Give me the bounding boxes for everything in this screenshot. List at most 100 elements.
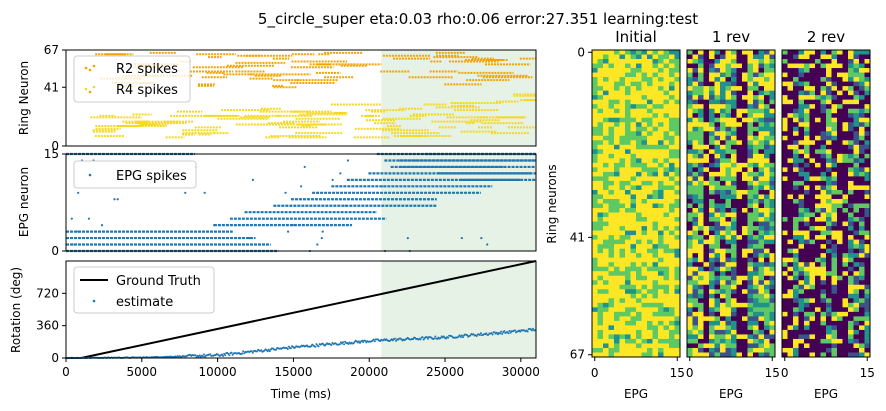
heatmap-cell	[753, 50, 759, 55]
heatmap-cell	[698, 104, 704, 109]
heatmap-cell	[698, 99, 704, 105]
heatmap-cell	[714, 334, 721, 340]
heatmap-cell	[831, 208, 838, 213]
heatmap-cell	[709, 171, 715, 177]
heatmap-cell	[753, 54, 759, 60]
heatmap-cell	[641, 334, 648, 340]
heatmap-cell	[809, 194, 816, 200]
heatmap-cell	[798, 275, 805, 281]
heatmap-cell	[663, 72, 670, 78]
heatmap-cell	[853, 275, 860, 281]
heatmap-cell	[720, 203, 726, 209]
heatmap-cell	[652, 338, 659, 344]
heatmap-cell	[831, 113, 838, 119]
heatmap-cell	[809, 68, 816, 73]
heatmap-cell	[625, 239, 631, 245]
heatmap-cell	[731, 122, 737, 128]
heatmap-cell	[831, 189, 838, 195]
heatmap-cell	[736, 230, 743, 236]
heatmap-cell	[793, 99, 799, 105]
heatmap-cell	[815, 185, 821, 191]
heatmap-cell	[731, 108, 737, 114]
heatmap-cell	[608, 257, 615, 263]
heatmap-cell	[804, 208, 810, 213]
heatmap-cell	[747, 50, 754, 55]
heatmap-cell	[793, 325, 799, 331]
heatmap-cell	[692, 162, 699, 168]
heatmap-cell	[714, 302, 721, 308]
heatmap-cell	[647, 293, 653, 299]
heatmap-cell	[787, 280, 794, 286]
heatmap-cell	[703, 140, 710, 146]
heatmap-cell	[769, 68, 776, 73]
heatmap-cell	[687, 198, 693, 204]
heatmap-cell	[698, 95, 704, 100]
heatmap-cell	[831, 50, 838, 55]
heatmap-cell	[614, 235, 620, 240]
heatmap-cell	[764, 185, 770, 191]
heatmap-cell	[709, 208, 715, 213]
heatmap-cell	[826, 239, 832, 245]
heatmap-cell	[698, 194, 704, 200]
heatmap-cell	[809, 320, 816, 326]
epg-spike-dot	[87, 217, 91, 220]
heatmap-cell	[619, 212, 626, 218]
heatmap-cell	[692, 167, 699, 173]
heatmap-cell	[687, 189, 693, 195]
heatmap-cell	[614, 149, 620, 155]
heatmap-cell	[753, 221, 759, 227]
heatmap-cell	[859, 217, 865, 222]
heatmap-cell	[625, 208, 631, 213]
heatmap-cell	[658, 329, 664, 335]
heatmap-cell	[592, 298, 598, 304]
heatmap-cell	[837, 113, 843, 119]
heatmap-cell	[764, 343, 770, 349]
heatmap-cell	[815, 126, 821, 132]
heatmap-cell	[603, 167, 609, 173]
heatmap-cell	[837, 153, 843, 159]
heatmap-cell	[809, 108, 816, 114]
heatmap-cell	[663, 266, 670, 272]
heatmap-cell	[837, 302, 843, 308]
heatmap-cell	[764, 50, 770, 55]
heatmap-cell	[669, 185, 675, 191]
heatmap-cell	[698, 158, 704, 164]
heatmap-cell	[787, 81, 794, 87]
heatmap-cell	[804, 54, 810, 60]
estimate-point	[358, 341, 361, 344]
heatmap-cell	[608, 266, 615, 272]
heatmap-cell	[742, 153, 748, 159]
heatmap-cell	[725, 311, 732, 317]
heatmap-cell	[826, 284, 832, 290]
heatmap-cell	[747, 338, 754, 344]
heatmap-cell	[597, 162, 604, 168]
heatmap-cell	[592, 280, 598, 286]
heatmap-cell	[864, 63, 871, 69]
heatmap-cell	[804, 77, 810, 82]
heatmap-cell	[747, 122, 754, 128]
heatmap-cell	[692, 293, 699, 299]
heatmap-cell	[820, 203, 827, 209]
heatmap-cell	[614, 63, 620, 69]
heatmap-cell	[663, 50, 670, 55]
heatmap-cell	[703, 95, 710, 100]
heatmap-cell	[725, 293, 732, 299]
heatmap-cell	[619, 113, 626, 119]
heatmap-cell	[764, 95, 770, 100]
heatmap-cell	[837, 343, 843, 349]
heatmap-cell	[820, 68, 827, 73]
heatmap-cell	[674, 266, 681, 272]
heatmap-cell	[692, 352, 699, 358]
heatmap-cell	[731, 131, 737, 137]
estimate-point	[251, 351, 254, 354]
estimate-point	[362, 341, 365, 344]
heatmap-cell	[647, 338, 653, 344]
heatmap-cell	[820, 50, 827, 55]
heatmap-cell	[753, 230, 759, 236]
heatmap-cell	[608, 338, 615, 344]
heatmap-cell	[769, 77, 776, 82]
heatmap-cell	[804, 198, 810, 204]
heatmap-cell	[647, 329, 653, 335]
